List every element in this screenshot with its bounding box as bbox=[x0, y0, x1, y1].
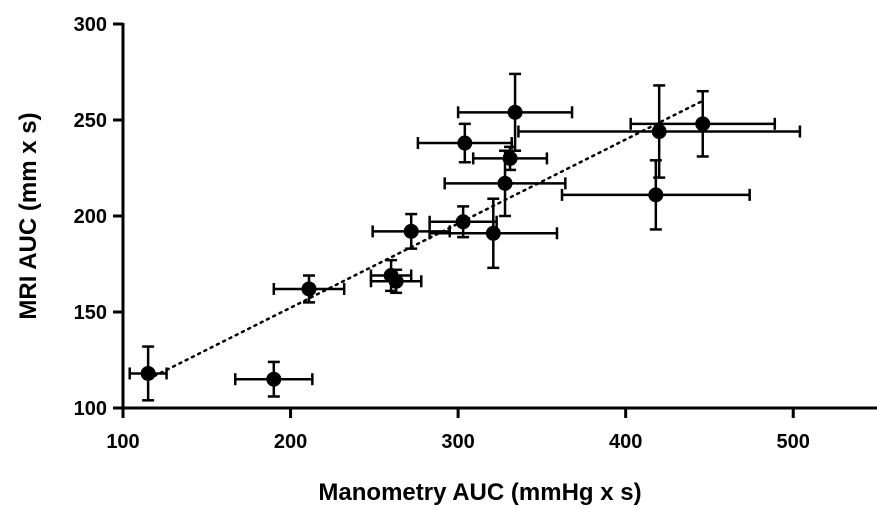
x-tick-label: 200 bbox=[274, 431, 307, 453]
data-point bbox=[695, 116, 711, 132]
data-point bbox=[457, 135, 473, 151]
x-tick-label: 500 bbox=[777, 431, 810, 453]
data-point bbox=[497, 175, 513, 191]
data-point bbox=[388, 273, 404, 289]
y-tick-label: 250 bbox=[74, 110, 107, 132]
data-point bbox=[502, 150, 518, 166]
y-tick-label: 150 bbox=[74, 302, 107, 324]
x-tick-label: 400 bbox=[609, 431, 642, 453]
data-point bbox=[266, 371, 282, 387]
trendline-group bbox=[146, 99, 704, 381]
data-point bbox=[455, 214, 471, 230]
y-tick-label: 100 bbox=[74, 398, 107, 420]
data-point bbox=[507, 104, 523, 120]
y-axis-title: MRI AUC (mm x s) bbox=[15, 112, 42, 319]
y-tick-label: 200 bbox=[74, 206, 107, 228]
data-points bbox=[140, 104, 711, 387]
x-tick-label: 300 bbox=[441, 431, 474, 453]
data-point bbox=[403, 223, 419, 239]
data-point bbox=[301, 281, 317, 297]
ticks: 100 200 300 400 500 100 150 200 250 300 bbox=[74, 14, 810, 453]
data-point bbox=[648, 187, 664, 203]
data-point bbox=[651, 124, 667, 140]
x-tick-label: 100 bbox=[106, 431, 139, 453]
y-tick-label: 300 bbox=[74, 14, 107, 36]
data-point bbox=[485, 225, 501, 241]
trendline bbox=[146, 99, 704, 381]
x-axis-title: Manometry AUC (mmHg x s) bbox=[318, 479, 641, 506]
data-point bbox=[140, 365, 156, 381]
